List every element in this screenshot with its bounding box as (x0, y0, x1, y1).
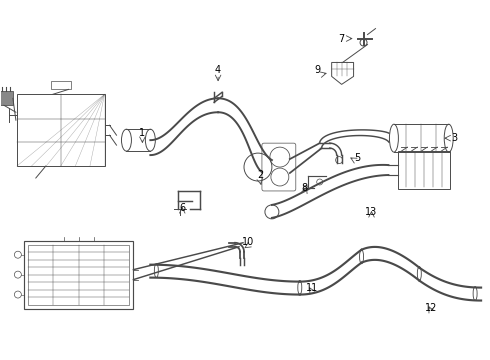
Text: 7: 7 (339, 33, 345, 44)
Text: 1: 1 (139, 128, 146, 138)
Text: 5: 5 (354, 153, 361, 163)
FancyBboxPatch shape (0, 91, 13, 105)
Text: 10: 10 (242, 237, 254, 247)
Text: 3: 3 (451, 133, 457, 143)
Bar (51, 81, 71, 89)
Text: 8: 8 (302, 183, 308, 193)
Text: 4: 4 (215, 66, 221, 76)
Text: 12: 12 (425, 302, 438, 312)
Text: 13: 13 (366, 207, 378, 217)
Text: 2: 2 (257, 170, 263, 180)
Text: 6: 6 (179, 203, 185, 213)
Text: 9: 9 (315, 66, 321, 76)
Text: 11: 11 (306, 283, 318, 293)
